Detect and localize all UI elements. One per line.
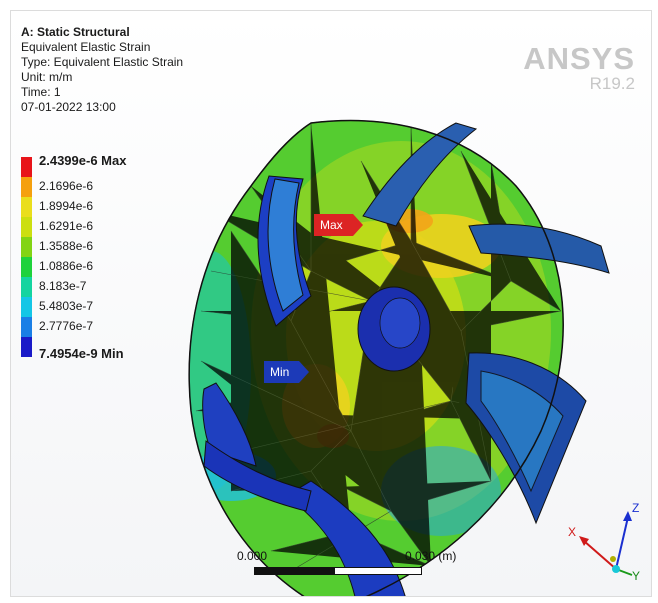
analysis-title: A: Static Structural xyxy=(21,25,130,39)
legend-swatch xyxy=(21,337,32,357)
legend-label: 7.4954e-9 Min xyxy=(39,346,124,361)
legend-swatch xyxy=(21,277,32,297)
legend-swatch xyxy=(21,317,32,337)
axis-x-label: X xyxy=(568,525,577,539)
ansys-logo: ANSYS R19.2 xyxy=(523,43,635,94)
legend-swatch xyxy=(21,297,32,317)
axis-z-label: Z xyxy=(632,501,640,515)
max-probe-label: Max xyxy=(320,218,343,232)
scale-end-label: 0.030 (m) xyxy=(405,549,457,563)
legend-label: 1.8994e-6 xyxy=(39,199,94,213)
logo-brand: ANSYS xyxy=(523,41,635,76)
triad-graphic xyxy=(579,511,633,576)
legend-label: 1.3588e-6 xyxy=(39,239,94,253)
legend-label: 2.1696e-6 xyxy=(39,179,94,193)
legend-label: 5.4803e-7 xyxy=(39,299,94,313)
legend-swatch xyxy=(21,177,32,197)
legend-swatch xyxy=(21,157,32,177)
legend-swatch xyxy=(21,237,32,257)
legend-swatch xyxy=(21,197,32,217)
result-unit: Unit: m/m xyxy=(21,70,73,84)
min-probe-label: Min xyxy=(270,365,290,379)
scale-start-label: 0.000 xyxy=(237,549,268,563)
scale-bar-white xyxy=(334,567,422,575)
legend-label: 2.7776e-7 xyxy=(39,319,94,333)
max-probe-icon[interactable]: Max xyxy=(314,214,363,236)
disk-outline xyxy=(188,119,564,596)
legend-swatch xyxy=(21,217,32,237)
shaft-bore-inner xyxy=(379,297,421,349)
scale-bar: 0.000 0.030 (m) xyxy=(237,549,457,589)
impeller-blades xyxy=(202,122,610,596)
axis-y-label: Y xyxy=(632,569,641,583)
legend-label: 2.4399e-6 Max xyxy=(39,153,127,168)
legend-label: 8.183e-7 xyxy=(39,279,87,293)
graphics-viewport[interactable]: A: Static Structural Equivalent Elastic … xyxy=(10,10,652,597)
logo-version: R19.2 xyxy=(589,74,635,93)
result-name: Equivalent Elastic Strain xyxy=(21,40,151,54)
min-probe-icon[interactable]: Min xyxy=(264,361,310,383)
legend-label: 1.6291e-6 xyxy=(39,219,94,233)
legend-swatch xyxy=(21,257,32,277)
result-details: A: Static Structural Equivalent Elastic … xyxy=(21,25,183,115)
axis-triad-icon[interactable]: Z X Y xyxy=(566,499,641,589)
result-date: 07-01-2022 13:00 xyxy=(21,100,116,114)
result-type: Type: Equivalent Elastic Strain xyxy=(21,55,184,69)
impeller-mesh-model[interactable] xyxy=(11,11,651,596)
legend-label: 1.0886e-6 xyxy=(39,259,94,273)
scale-bar-black xyxy=(254,567,334,575)
result-time: Time: 1 xyxy=(21,85,61,99)
